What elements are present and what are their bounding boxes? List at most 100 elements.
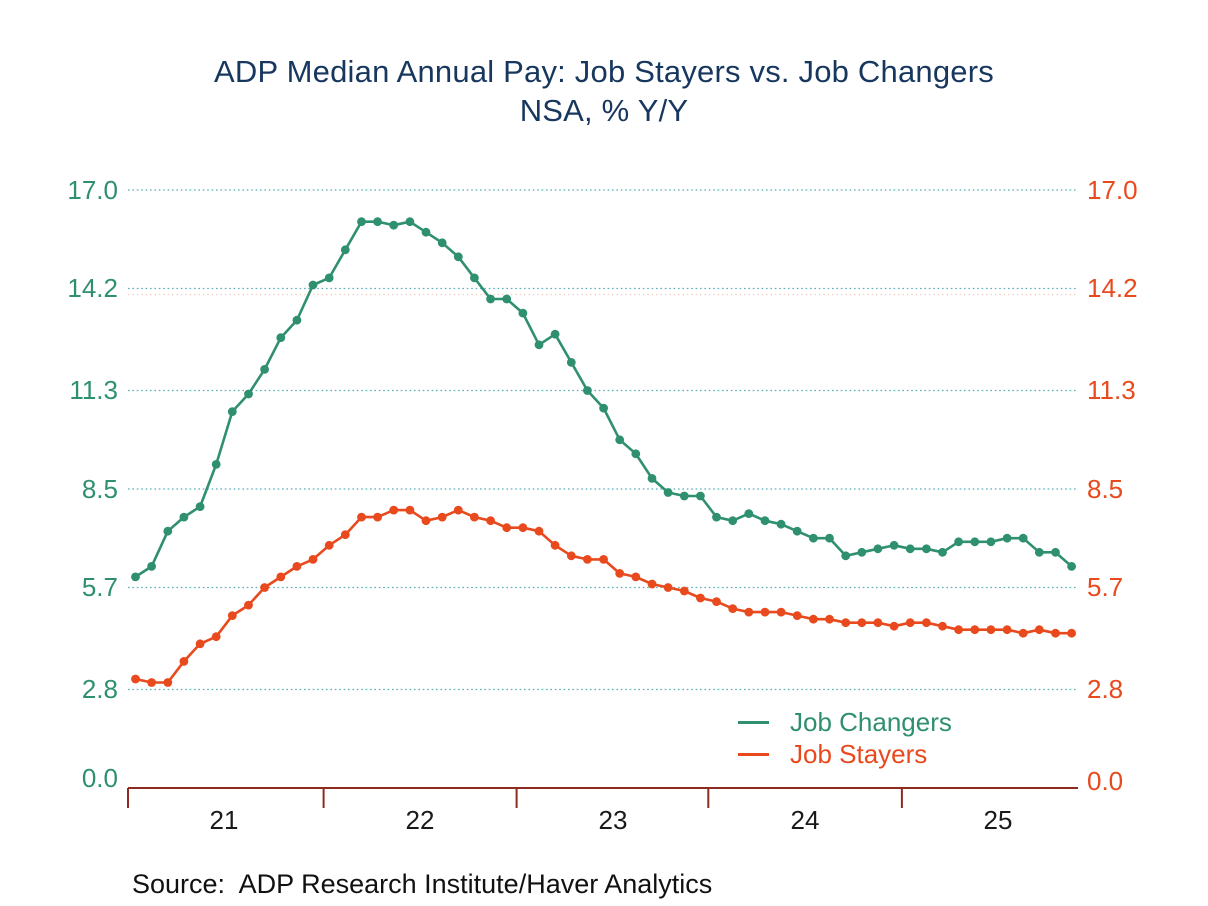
job-stayers-data-point (873, 618, 883, 628)
job-changers-data-point (405, 217, 415, 227)
job-changers-data-point (825, 533, 834, 543)
job-changers-data-point (760, 516, 770, 526)
legend-label-job-stayers: Job Stayers (790, 739, 928, 769)
job-changers-data-point (147, 562, 157, 571)
job-changers-data-point (276, 333, 286, 343)
job-changers-data-point (227, 407, 237, 416)
job-stayers-data-point (405, 505, 415, 515)
job-stayers-data-point (631, 572, 641, 582)
chart-title-line2: NSA, % Y/Y (519, 93, 689, 128)
x-axis-tick-24: 24 (790, 805, 820, 835)
job-stayers-data-point (712, 597, 721, 606)
job-stayers-line-swatch (738, 752, 769, 756)
job-stayers-data-point (760, 607, 770, 617)
job-changers-data-point (970, 537, 980, 547)
job-changers-data-point (663, 488, 673, 497)
job-changers-line (134, 220, 1073, 579)
job-changers-data-point (211, 460, 221, 469)
legend: Job Changers Job Stayers (738, 706, 952, 770)
job-stayers-data-point (1067, 628, 1076, 638)
job-changers-data-point (195, 502, 205, 511)
job-stayers-data-point (1051, 628, 1060, 638)
job-stayers-data-point (954, 625, 963, 635)
x-axis-tick-22: 22 (405, 805, 435, 835)
job-changers-data-point (566, 358, 576, 367)
job-stayers-data-point (696, 593, 705, 603)
y-axis-right-tick: 8.5 (1087, 474, 1124, 504)
job-stayers-data-point (744, 607, 754, 617)
job-changers-data-point (324, 273, 334, 283)
job-stayers-data-point (889, 621, 899, 631)
job-changers-data-point (776, 519, 786, 529)
y-axis-left-tick: 2.8 (81, 674, 118, 704)
job-changers-data-point (857, 547, 867, 557)
job-stayers-data-point (599, 555, 608, 564)
job-changers-data-point (357, 217, 366, 227)
job-changers-data-point (599, 403, 608, 413)
job-stayers-data-point (357, 512, 366, 522)
job-changers-data-point (873, 544, 883, 554)
job-changers-data-point (421, 227, 431, 237)
source-note: Source: ADP Research Institute/Haver Ana… (132, 869, 713, 899)
job-stayers-data-point (550, 540, 560, 550)
job-changers-data-point (518, 308, 528, 318)
job-changers-data-point (244, 389, 253, 399)
y-axis-left-tick: 0.0 (81, 763, 118, 793)
job-stayers-data-point (647, 579, 657, 589)
job-stayers-data-point (970, 625, 980, 635)
job-stayers-data-point (470, 512, 479, 522)
job-stayers-data-point (211, 632, 221, 642)
job-stayers-data-point (227, 611, 237, 620)
chart-title: ADP Median Annual Pay: Job Stayers vs. J… (0, 52, 1208, 130)
job-stayers-data-point (179, 657, 189, 666)
y-axis-left-tick: 14.2 (67, 273, 118, 303)
job-stayers-data-point (776, 607, 786, 617)
job-changers-data-point (260, 365, 269, 374)
job-changers-data-point (340, 245, 350, 255)
y-axis-right-tick: 17.0 (1087, 175, 1138, 205)
y-axis-left-tick: 11.3 (69, 375, 118, 405)
job-changers-data-point (889, 540, 899, 550)
job-stayers-data-point (195, 639, 205, 649)
legend-row-job-changers: Job Changers (738, 706, 952, 738)
job-changers-data-point (922, 544, 931, 554)
legend-label-job-changers: Job Changers (790, 707, 952, 737)
job-changers-data-point (615, 435, 625, 445)
job-changers-data-point (163, 526, 173, 536)
job-stayers-data-point (679, 586, 689, 596)
job-changers-data-point (792, 526, 802, 536)
job-stayers-data-point (663, 583, 673, 592)
job-stayers-data-point (324, 540, 334, 550)
job-stayers-data-point (244, 600, 253, 610)
job-changers-data-point (1018, 533, 1028, 543)
job-changers-data-point (308, 280, 318, 290)
job-changers-data-point (954, 537, 963, 547)
job-changers-data-point (453, 252, 463, 262)
y-axis-right-tick: 5.7 (1087, 572, 1124, 602)
job-stayers-data-point (857, 618, 867, 628)
job-stayers-data-point (163, 678, 173, 687)
job-changers-data-point (905, 544, 915, 554)
x-axis-tick-21: 21 (209, 805, 239, 835)
job-stayers-data-point (147, 678, 157, 687)
job-stayers-data-point (389, 505, 399, 515)
job-changers-data-point (744, 509, 754, 518)
job-changers-data-point (1067, 562, 1076, 571)
y-axis-right-tick: 14.2 (1087, 273, 1138, 303)
job-stayers-data-point (1018, 628, 1028, 638)
job-stayers-data-point (615, 569, 625, 578)
job-changers-data-point (179, 512, 189, 522)
legend-row-job-stayers: Job Stayers (738, 738, 952, 770)
job-changers-data-point (534, 340, 544, 350)
job-stayers-data-point (1034, 625, 1044, 635)
job-stayers-data-point (825, 614, 834, 624)
job-changers-data-point (809, 533, 818, 543)
y-axis-right-tick: 2.8 (1087, 674, 1124, 704)
job-changers-data-point (1051, 547, 1060, 557)
job-changers-data-point (583, 386, 592, 395)
job-stayers-line (134, 508, 1073, 684)
job-changers-data-point (1034, 547, 1044, 557)
job-changers-data-point (486, 294, 495, 304)
job-stayers-data-point (260, 583, 269, 592)
